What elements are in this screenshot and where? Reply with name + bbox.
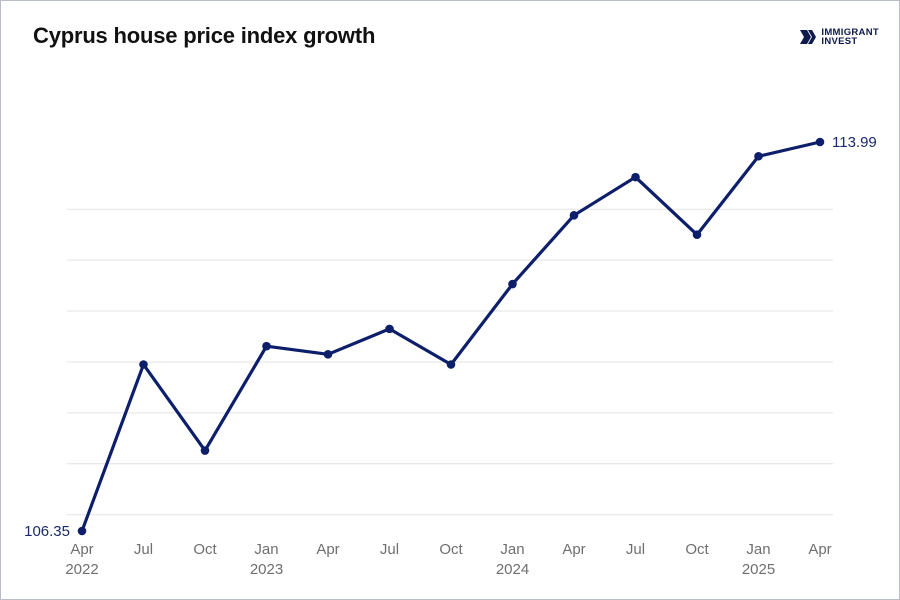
data-point-5 — [385, 324, 394, 334]
data-point-6 — [446, 360, 456, 369]
brand-logo: IMMIGRANT INVEST — [800, 28, 879, 46]
data-point-4 — [323, 350, 333, 359]
x-tick-label-1: Jul — [134, 541, 153, 558]
data-point-10 — [692, 230, 702, 239]
x-axis-ticks: Apr 2022 Jul Oct Jan 2023 Apr Jul Oct Jan 2024 Apr J… — [65, 541, 831, 578]
data-points — [77, 137, 825, 536]
x-tick-label-6: Oct — [439, 541, 463, 558]
gridlines — [67, 208, 833, 516]
data-point-3 — [262, 341, 271, 351]
immigrant-invest-logo-icon — [800, 30, 817, 44]
chart-title: Cyprus house price index growth — [33, 23, 376, 48]
data-point-9 — [631, 172, 640, 182]
x-tick-label-3: Jan — [254, 541, 278, 558]
series-line — [80, 140, 822, 533]
data-point-2 — [200, 446, 210, 455]
x-tick-label-10: Oct — [685, 541, 709, 558]
data-point-11 — [754, 151, 763, 161]
x-tick-label-0: Apr — [70, 541, 93, 558]
data-point-12 — [815, 137, 825, 147]
logo-wordmark: IMMIGRANT INVEST — [821, 27, 879, 47]
value-label-12: 113.99 — [832, 134, 877, 151]
data-point-1 — [139, 360, 148, 369]
value-labels: 106.35 113.99 — [24, 134, 877, 540]
x-tick-year-11: 2025 — [742, 561, 775, 578]
x-tick-label-11: Jan — [746, 541, 770, 558]
logo-line-2: INVEST — [821, 36, 858, 47]
x-tick-label-9: Jul — [626, 541, 645, 558]
data-point-0 — [77, 526, 87, 536]
x-tick-year-0: 2022 — [65, 561, 98, 578]
x-tick-label-8: Apr — [562, 541, 585, 558]
x-tick-label-4: Apr — [316, 541, 339, 558]
x-tick-label-2: Oct — [193, 541, 217, 558]
data-point-8 — [569, 211, 579, 220]
x-tick-label-5: Jul — [380, 541, 399, 558]
data-point-7 — [508, 279, 517, 289]
value-label-0: 106.35 — [24, 523, 70, 540]
logo-line-1: IMMIGRANT — [821, 27, 879, 38]
series-line-group — [80, 140, 822, 533]
x-tick-year-3: 2023 — [250, 561, 283, 578]
x-tick-year-7: 2024 — [496, 561, 529, 578]
x-tick-label-7: Jan — [500, 541, 524, 558]
x-tick-label-12: Apr — [808, 541, 831, 558]
